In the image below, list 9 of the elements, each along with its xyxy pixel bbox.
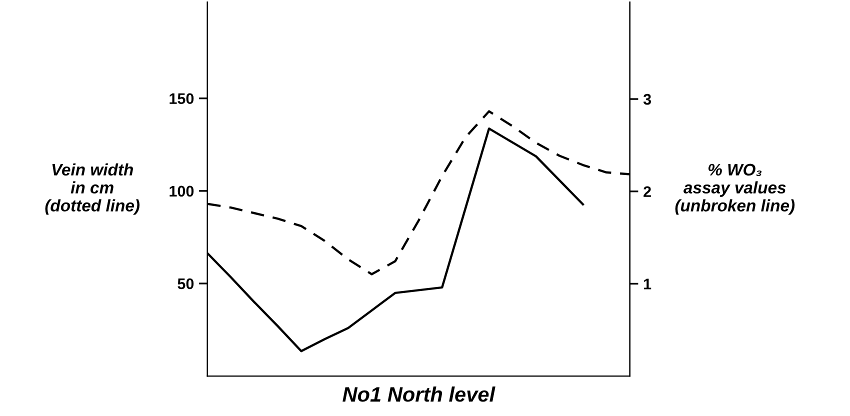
y-axis-title: Vein width in cm (dotted line) [45,163,140,215]
y-tick-label: 150 [170,93,194,104]
x-axis-title: No1 North level [342,386,496,402]
y2-tick-label: 2 [644,186,651,197]
y-tick-label: 100 [170,186,194,197]
y2-tick-label: 3 [643,94,651,105]
y2-axis-title: % WO₃ assay values (unbroken line) [675,164,795,215]
y-tick-label: 50 [178,278,194,290]
y2-tick-label: 1 [644,278,652,290]
